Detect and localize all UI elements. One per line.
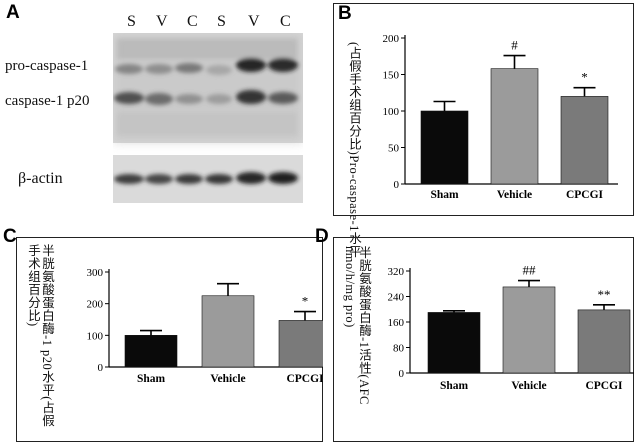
bar [124,335,178,368]
lane-label: V [156,13,168,30]
lane-label: S [127,13,136,30]
bar [201,295,255,368]
chart-b: 0 50 100 150 200 Sham # Vehicle * CPCGI [383,33,618,201]
lane-label: C [187,13,198,30]
y-tick-label: 150 [383,70,400,82]
y-axis-label-c: 半胱氨酸蛋白酶-1 p20水平(占假手术组百分比) [26,244,54,427]
category-label: Vehicle [210,373,245,385]
significance-mark: # [511,38,518,53]
category-label: CPCGI [566,189,604,201]
y-tick-label: 100 [383,106,400,118]
chart-c: 0 100 200 300 Sham Vehicle * CPCGI [87,267,323,385]
significance-mark: * [581,70,588,85]
y-tick-label: 160 [388,317,405,329]
band-label-p20: caspase-1 p20 [5,93,90,109]
category-label: Sham [430,189,459,201]
y-tick-label: 320 [388,266,405,278]
bar [278,320,323,368]
lane-label: V [248,13,260,30]
panel-b-frame [333,3,634,216]
bar [502,286,556,374]
panel-letter-a: A [6,2,20,23]
bar [427,312,481,374]
y-tick-label: 50 [388,143,400,155]
panel-d-frame [333,237,634,442]
western-blot-image [113,33,303,203]
y-tick-label: 300 [87,267,104,279]
y-tick-label: 240 [388,292,405,304]
bar [420,110,469,185]
category-label: Sham [137,373,166,385]
category-label: Vehicle [497,189,532,201]
category-label: CPCGI [585,380,623,392]
y-tick-label: 80 [393,343,405,355]
y-axis-label-d: 半胱氨酸蛋白酶-1活性(AFC nmo/h/mg pro) [343,246,371,405]
y-tick-label: 200 [87,299,104,311]
category-label: Sham [440,380,469,392]
significance-mark: ## [523,263,537,278]
y-tick-label: 200 [383,33,400,45]
lane-label: S [217,13,226,30]
category-label: CPCGI [286,373,323,385]
panel-letter-b: B [338,3,352,24]
band-label-actin: β-actin [18,170,63,187]
y-tick-label: 0 [399,368,405,380]
significance-mark: ** [598,287,611,302]
bar [560,96,609,185]
chart-d: 0 80 160 240 320 Sham ## Vehicle ** CPCGI [388,263,634,392]
y-axis-label-b: (占假手术组百分比)Pro-caspase-1水平 [347,42,361,258]
y-tick-label: 0 [98,362,104,374]
y-tick-label: 0 [394,179,400,191]
band-label-pro-caspase: pro-caspase-1 [5,58,89,74]
y-tick-label: 100 [87,330,104,342]
category-label: Vehicle [511,380,546,392]
panel-letter-d: D [315,226,329,247]
bar [490,68,539,185]
lane-label: C [280,13,291,30]
significance-mark: * [302,294,309,309]
bar [577,309,631,374]
panel-letter-c: C [3,226,17,247]
